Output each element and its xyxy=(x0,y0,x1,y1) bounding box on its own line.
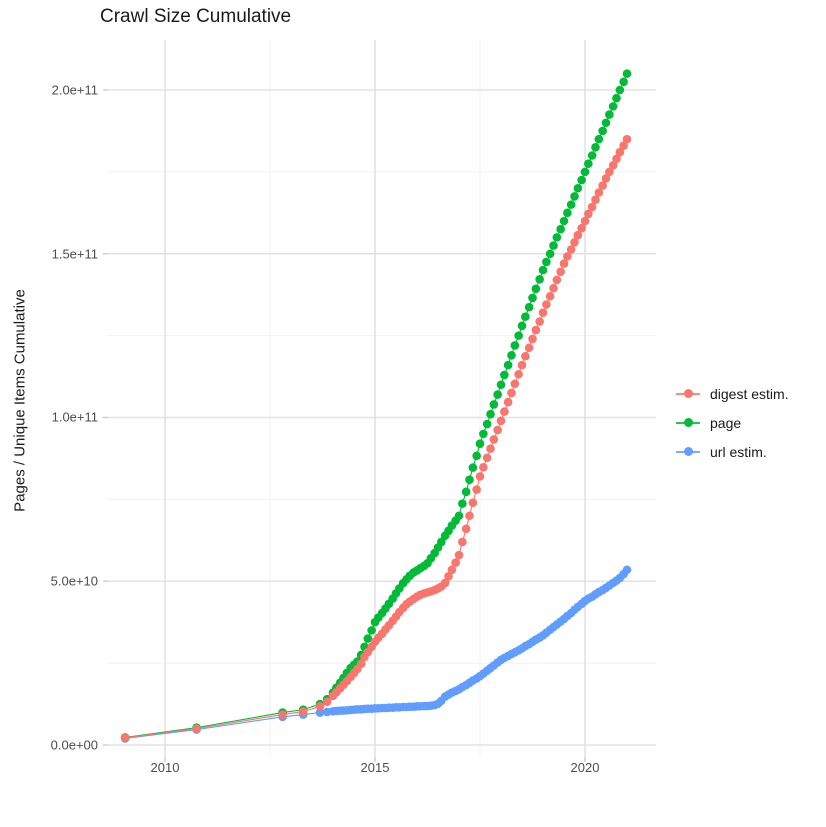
x-tick-label-2015: 2015 xyxy=(360,760,390,775)
legend-item-page: page xyxy=(676,408,789,437)
legend-item-digest-estim: digest estim. xyxy=(676,379,789,408)
y-axis-title: Pages / Unique Items Cumulative xyxy=(11,289,29,512)
legend-label-page: page xyxy=(710,414,742,431)
x-tick-label-2020: 2020 xyxy=(570,760,600,775)
y-tick-label-0e00: 0.0e+00 xyxy=(50,737,98,753)
chart-title: Crawl Size Cumulative xyxy=(100,6,292,27)
y-tick-label-1e11: 1.0e+11 xyxy=(51,409,98,425)
legend-key-url-icon xyxy=(676,447,700,457)
legend-key-page-icon xyxy=(676,418,700,428)
x-tick-label-2010: 2010 xyxy=(150,760,180,775)
legend: digest estim. page url estim. xyxy=(676,379,789,466)
y-tick-label-1p5e11: 1.5e+11 xyxy=(51,246,98,262)
legend-key-digest-icon xyxy=(676,389,700,399)
y-tick-label-2e11: 2.0e+11 xyxy=(51,82,98,98)
legend-label-digest: digest estim. xyxy=(710,385,789,402)
y-tick-label-5e10: 5.0e+10 xyxy=(50,573,98,589)
legend-label-url: url estim. xyxy=(710,443,767,460)
legend-item-url-estim: url estim. xyxy=(676,437,789,466)
